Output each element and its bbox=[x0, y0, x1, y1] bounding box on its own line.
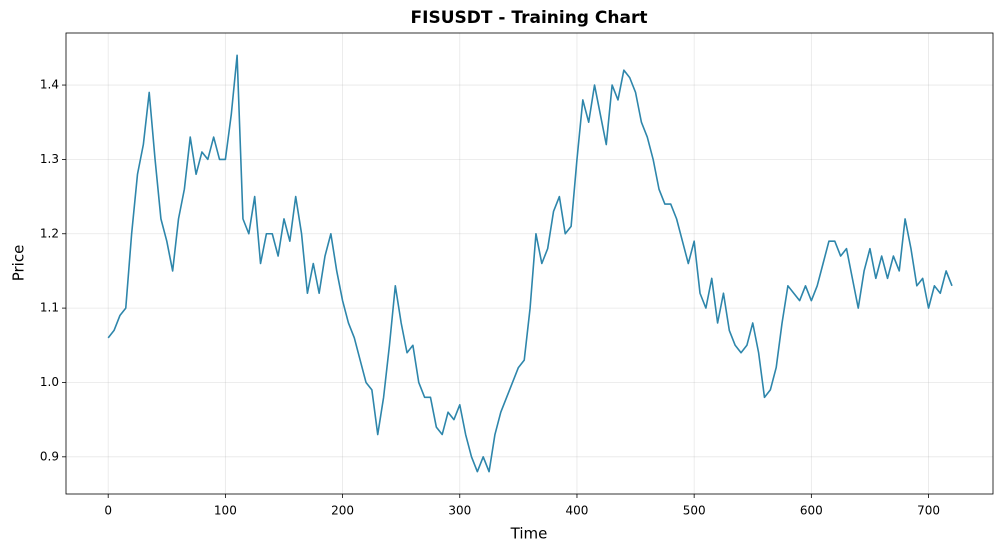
y-tick-label: 1.1 bbox=[40, 301, 59, 315]
chart-title: FISUSDT - Training Chart bbox=[411, 8, 648, 28]
x-axis-label: Time bbox=[510, 525, 548, 543]
y-tick-label: 1.2 bbox=[40, 226, 59, 240]
y-tick-label: 1.3 bbox=[40, 152, 59, 166]
plot-frame bbox=[65, 32, 994, 495]
y-tick-label: 0.9 bbox=[40, 449, 59, 463]
x-tick-label: 100 bbox=[214, 504, 237, 518]
x-tick-label: 700 bbox=[917, 504, 940, 518]
price-line bbox=[107, 54, 953, 473]
y-axis-label: Price bbox=[10, 245, 28, 282]
y-tick-label: 1.0 bbox=[40, 375, 59, 389]
x-tick-label: 200 bbox=[331, 504, 354, 518]
y-tick-label: 1.4 bbox=[40, 78, 59, 92]
x-tick-label: 400 bbox=[566, 504, 589, 518]
x-tick-label: 500 bbox=[683, 504, 706, 518]
x-tick-label: 300 bbox=[448, 504, 471, 518]
x-tick-label: 600 bbox=[800, 504, 823, 518]
x-tick-label: 0 bbox=[104, 504, 112, 518]
